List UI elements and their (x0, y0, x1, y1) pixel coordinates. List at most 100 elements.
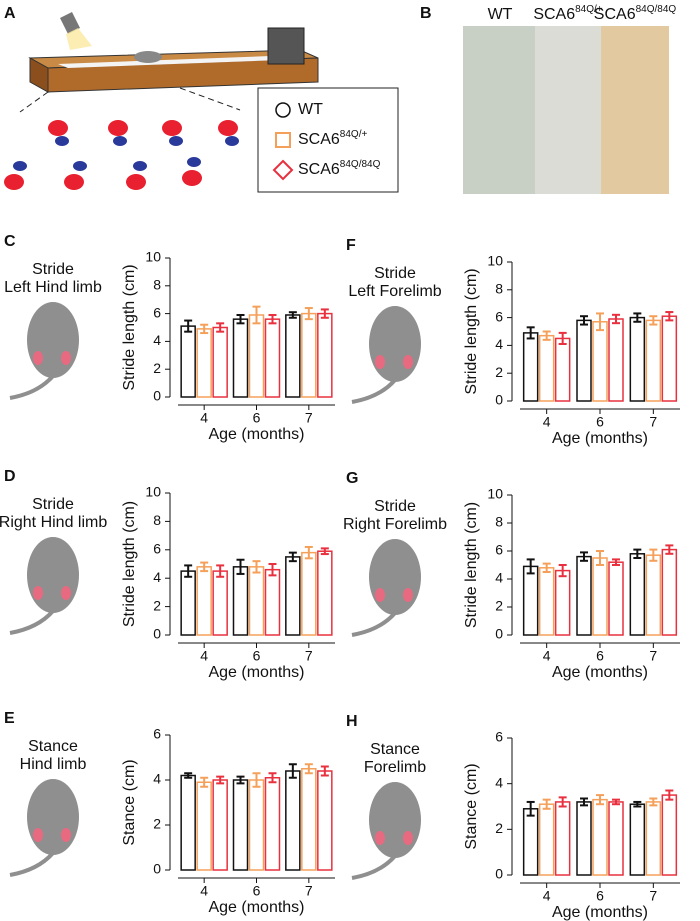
label: SCA684Q/84Q (298, 159, 381, 179)
y-tick-label: 0 (495, 866, 503, 882)
y-tick-label: 10 (145, 484, 161, 500)
x-tick-label: 7 (305, 648, 313, 664)
side-title: Left Hind limb (4, 279, 102, 296)
error-bar (236, 558, 245, 575)
mouse-paw (403, 588, 413, 602)
y-tick-label: 6 (495, 542, 503, 558)
error-bar (665, 311, 674, 322)
x-axis-label: Age (months) (208, 426, 304, 443)
mouse-tail (9, 851, 55, 877)
error-bar (612, 313, 620, 325)
error-bar (542, 562, 551, 573)
error-bar (268, 563, 277, 577)
label: WT (298, 101, 323, 118)
label-text: WT (488, 6, 513, 23)
side-title: Hind limb (20, 756, 87, 773)
error-bar (216, 775, 225, 785)
error-bar (633, 800, 642, 808)
bar (576, 555, 592, 636)
bar (212, 570, 228, 636)
x-axis-label: Age (months) (552, 664, 648, 681)
bar (180, 325, 196, 398)
bar (264, 568, 281, 636)
panel-letter: A (4, 5, 16, 22)
error-bar (542, 798, 551, 810)
bar (301, 768, 317, 871)
error-bar (633, 548, 642, 559)
y-tick-label: 10 (487, 486, 503, 502)
error-bar (184, 319, 193, 333)
bar (538, 567, 555, 636)
side-title: Forelimb (364, 759, 426, 776)
bar (554, 801, 571, 876)
error-bar (558, 331, 567, 346)
error-bar (633, 312, 642, 323)
mouse-tail (351, 854, 397, 880)
bar (608, 561, 624, 636)
error-bar (596, 794, 604, 806)
error-bar (596, 312, 604, 332)
y-tick-label: 2 (495, 820, 503, 836)
mouse-paw (61, 586, 71, 600)
error-bar (649, 797, 658, 807)
error-bar (184, 772, 193, 779)
y-tick-label: 2 (153, 360, 161, 376)
label-text: SCA6 (533, 6, 575, 23)
bar (629, 803, 646, 876)
y-tick-label: 0 (153, 388, 161, 404)
mouse-body (27, 302, 79, 378)
bar (317, 770, 333, 871)
mouse-paw (33, 586, 43, 600)
x-tick-label: 6 (253, 883, 261, 899)
label-text: WT (298, 101, 323, 118)
side-title: Right Forelimb (343, 516, 447, 533)
bar (248, 314, 265, 398)
panel-letter: E (4, 710, 15, 727)
y-tick-label: 6 (495, 308, 503, 324)
x-axis-label: Age (months) (552, 904, 648, 921)
y-tick-label: 4 (495, 570, 503, 586)
error-bar (526, 800, 535, 817)
x-tick-label: 4 (543, 648, 551, 664)
mouse-body (369, 782, 421, 858)
x-tick-label: 4 (200, 883, 208, 899)
bar (592, 557, 608, 636)
mouse-body (27, 779, 79, 855)
error-bar (252, 772, 261, 788)
error-bar (288, 311, 297, 319)
bar (608, 801, 624, 876)
panel-letter: D (4, 468, 16, 485)
panel-letter: H (346, 713, 358, 730)
bar (576, 319, 592, 402)
bar (661, 794, 678, 876)
error-bar (580, 551, 588, 562)
x-tick-label: 4 (200, 648, 208, 664)
y-axis-label: Stride length (cm) (121, 264, 138, 390)
bar (645, 801, 662, 876)
error-bar (320, 765, 329, 777)
bar (538, 334, 555, 402)
error-bar (665, 544, 674, 555)
y-tick-label: 6 (153, 726, 161, 742)
y-tick-label: 4 (153, 332, 161, 348)
bar (629, 553, 646, 636)
x-tick-label: 7 (305, 883, 313, 899)
y-tick-label: 8 (495, 514, 503, 530)
error-bar (649, 548, 658, 562)
mouse-tail (351, 611, 397, 637)
x-tick-label: 6 (596, 648, 604, 664)
error-bar (236, 313, 245, 325)
mouse-paw (375, 588, 385, 602)
error-bar (184, 564, 193, 578)
error-bar (200, 323, 209, 335)
bar (608, 318, 624, 402)
x-tick-label: 6 (596, 888, 604, 904)
bar (196, 781, 212, 871)
y-tick-label: 8 (153, 277, 161, 293)
label-text: SCA6 (298, 131, 340, 148)
x-tick-label: 6 (253, 648, 261, 664)
panel-letter: B (420, 5, 432, 22)
x-tick-label: 7 (649, 414, 657, 430)
mouse-body (369, 539, 421, 615)
error-bar (304, 763, 313, 775)
